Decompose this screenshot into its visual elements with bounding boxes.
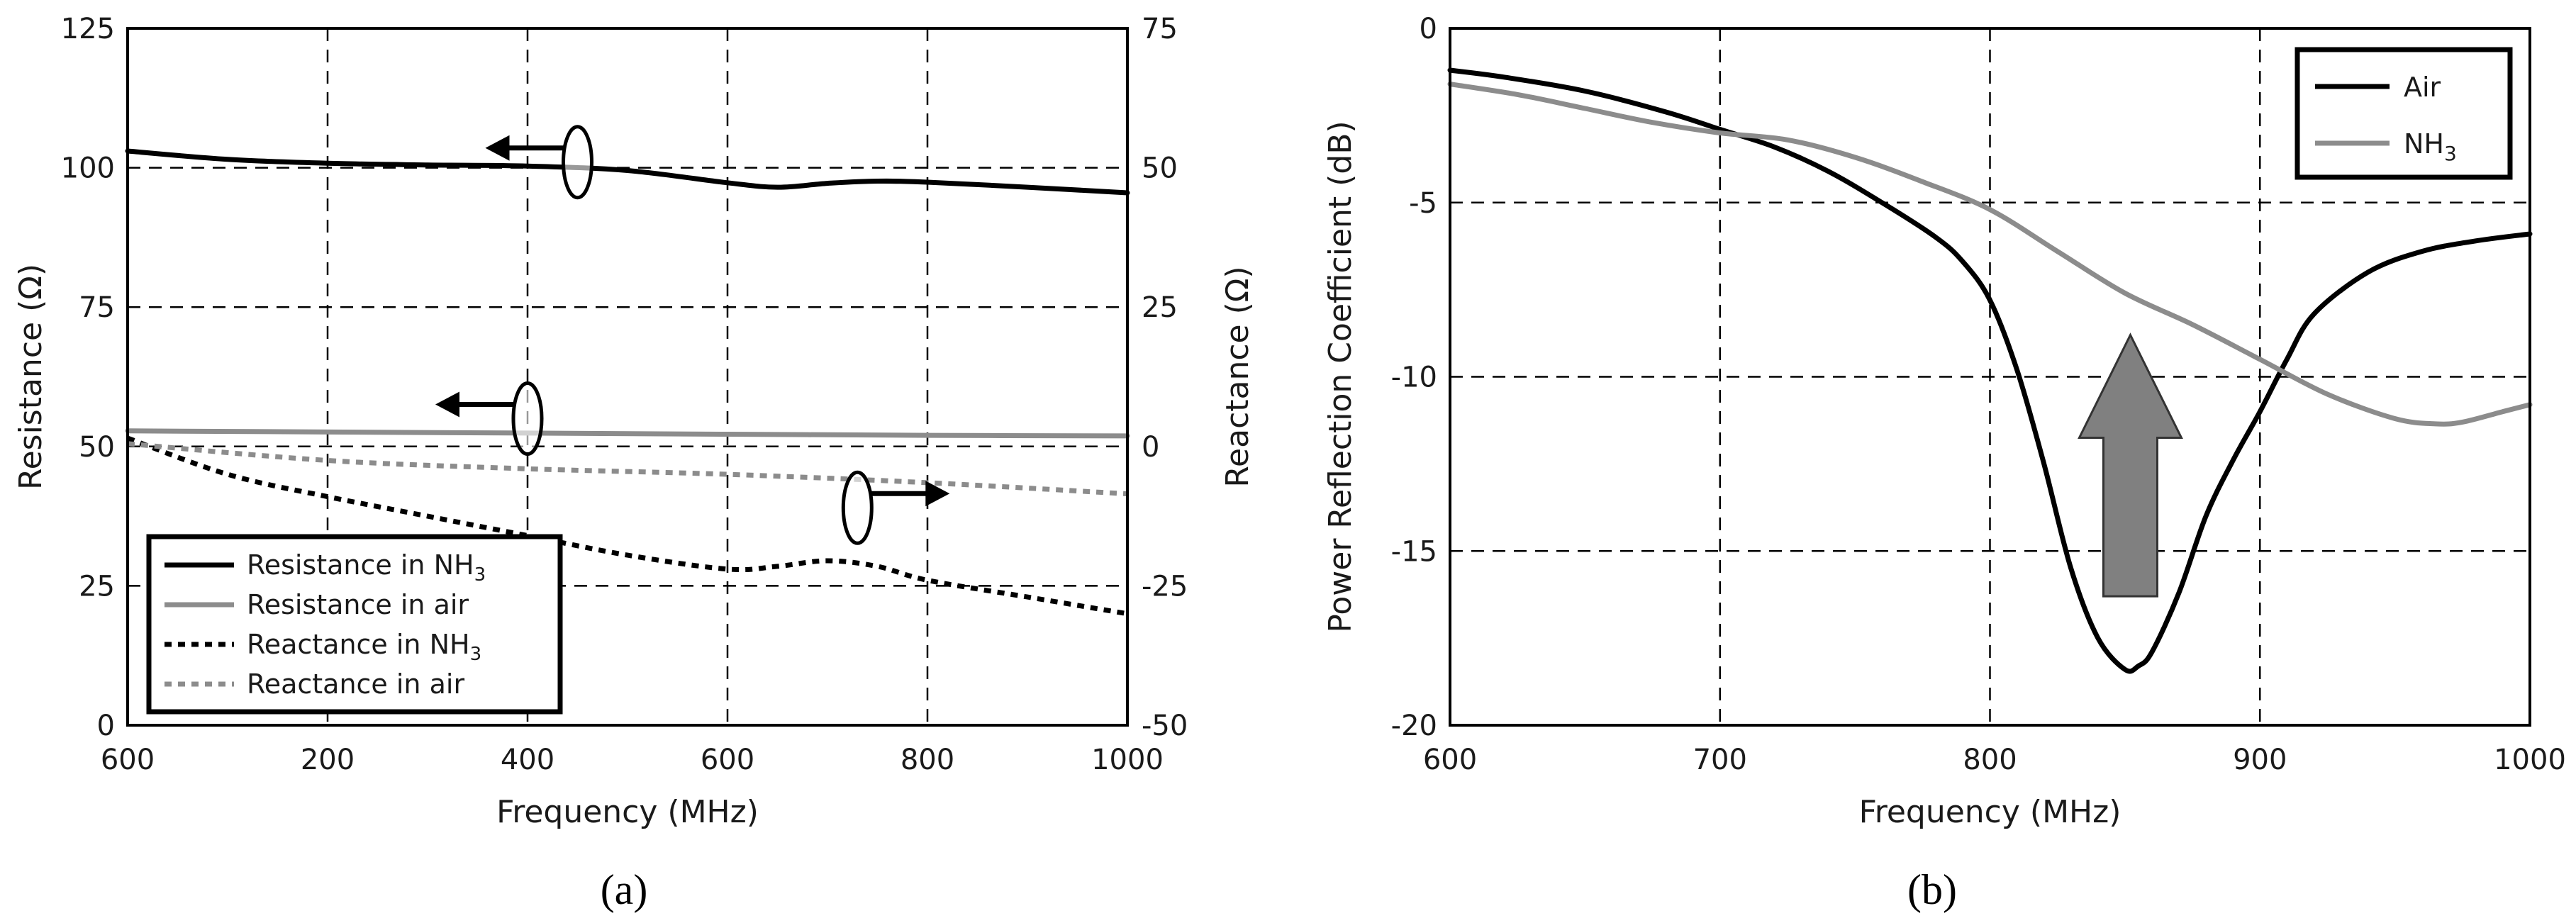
b-y-tick-label: -5: [1409, 187, 1437, 220]
a-y2-tick-label: 25: [1142, 291, 1178, 324]
b-legend-label-subscript: 3: [2444, 142, 2457, 165]
a-series-line-0: [125, 148, 1130, 196]
a-annotation-arrow-head: [925, 481, 950, 507]
a-x-tick-label: 600: [101, 744, 155, 776]
panel-b-chart: 600 700 800 900 1000 -20 -15 -10 -5 0 Air NH3 Freq…: [1322, 13, 2566, 913]
b-x-tick-label: 800: [1963, 744, 2017, 776]
b-plot-frame: [1449, 27, 2531, 727]
a-y-tick-label: 100: [61, 152, 115, 185]
a-legend-label: Resistance in NH3: [247, 549, 486, 586]
b-legend-label: NH3: [2404, 128, 2457, 165]
a-y2-tick-label: 50: [1142, 152, 1178, 185]
a-legend-label: Reactance in NH3: [247, 629, 481, 665]
b-x-axis-label: Frequency (MHz): [1859, 794, 2121, 830]
a-legend-label-subscript: 3: [470, 644, 482, 665]
a-y-axis-label: Resistance (Ω): [13, 264, 49, 490]
a-y2-tick-label: 75: [1142, 13, 1178, 45]
b-tick-labels: 600 700 800 900 1000 -20 -15 -10 -5 0: [1391, 13, 2566, 776]
a-legend-label-main: Reactance in NH: [247, 629, 470, 660]
b-y-axis-label: Power Reflection Coefficient (dB): [1322, 121, 1359, 632]
a-annotation-ellipse: [562, 125, 593, 200]
a-series-line-3: [127, 441, 1128, 497]
b-legend-label-main: Air: [2404, 72, 2441, 103]
b-legend-box: [2295, 47, 2513, 180]
b-y-tick-label: -15: [1391, 535, 1437, 568]
a-legend-label-main: Reactance in air: [247, 669, 464, 700]
b-gridlines: [1450, 28, 2530, 725]
a-annotation-arrow-head: [435, 391, 459, 418]
b-series-group: [1447, 67, 2533, 674]
a-x-tick-label: 200: [301, 744, 355, 776]
a-x-tick-label: 600: [701, 744, 754, 776]
b-series-line-1: [1447, 82, 2533, 427]
a-legend-label: Reactance in air: [247, 669, 464, 700]
b-y-tick-label: -20: [1391, 710, 1437, 742]
b-y-tick-label: -10: [1391, 362, 1437, 394]
a-y-tick-label: 50: [79, 431, 115, 464]
b-annotation-block-arrow: [2078, 332, 2183, 598]
a-annotation-ellipse: [511, 381, 544, 456]
a-series-group: [125, 148, 1130, 617]
a-legend-label-main: Resistance in NH: [247, 549, 474, 581]
b-y-tick-label: 0: [1420, 13, 1437, 45]
a-y-tick-label: 75: [79, 291, 115, 324]
a-x-tick-label: 800: [901, 744, 954, 776]
a-legend-label-main: Resistance in air: [247, 589, 469, 620]
a-legend-box: [146, 534, 563, 715]
a-y2-tick-label: 0: [1142, 431, 1159, 464]
a-y2-axis-label: Reactance (Ω): [1220, 266, 1256, 487]
a-tick-labels: 600 200 400 600 800 1000 0 25 50 75 100 125 -50 -25 0 2…: [61, 13, 1188, 776]
a-plot-frame: [126, 27, 1129, 727]
b-x-tick-label: 900: [2233, 744, 2287, 776]
a-y-tick-label: 25: [79, 570, 115, 603]
a-annotations: [435, 125, 950, 545]
a-y-tick-label: 125: [61, 13, 115, 45]
a-series-line-1: [125, 428, 1130, 439]
a-annotation-ellipse: [841, 470, 874, 545]
a-x-axis-label: Frequency (MHz): [496, 794, 759, 830]
b-x-tick-label: 1000: [2494, 744, 2566, 776]
a-x-tick-label: 1000: [1091, 744, 1164, 776]
a-annotation-arrow-head: [485, 135, 510, 161]
panel-a-chart: 600 200 400 600 800 1000 0 25 50 75 100 125 -50 -25 0 2…: [13, 13, 1256, 913]
a-legend-label-subscript: 3: [474, 564, 486, 586]
a-series-line-2: [126, 435, 1128, 617]
a-y-tick-label: 0: [97, 710, 115, 742]
b-panel-label: (b): [1907, 866, 1957, 913]
b-legend-label: Air: [2404, 72, 2441, 103]
b-annotations: [2078, 332, 2183, 598]
b-legend: Air NH3: [2295, 47, 2513, 180]
a-panel-label: (a): [601, 866, 648, 913]
b-legend-label-main: NH: [2404, 128, 2444, 160]
a-y2-tick-label: -25: [1142, 570, 1188, 603]
a-legend-label: Resistance in air: [247, 589, 469, 620]
a-y2-tick-label: -50: [1142, 710, 1188, 742]
b-x-tick-label: 600: [1423, 744, 1477, 776]
b-x-tick-label: 700: [1693, 744, 1747, 776]
a-x-tick-label: 400: [501, 744, 554, 776]
